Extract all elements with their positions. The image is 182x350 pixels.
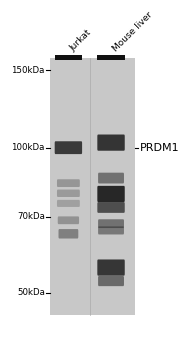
FancyBboxPatch shape: [98, 173, 124, 183]
FancyBboxPatch shape: [97, 259, 125, 276]
Text: Mouse liver: Mouse liver: [111, 10, 154, 53]
FancyBboxPatch shape: [58, 229, 78, 238]
Bar: [50, 58, 135, 315]
Text: 150kDa: 150kDa: [11, 65, 45, 75]
Text: 50kDa: 50kDa: [17, 288, 45, 298]
FancyBboxPatch shape: [97, 202, 125, 213]
FancyBboxPatch shape: [57, 190, 80, 197]
Text: Jurkat: Jurkat: [68, 28, 93, 53]
Text: 100kDa: 100kDa: [11, 143, 45, 152]
Text: PRDM1: PRDM1: [140, 143, 180, 153]
FancyBboxPatch shape: [98, 219, 124, 228]
Text: 70kDa: 70kDa: [17, 212, 45, 222]
Bar: [97, 56, 125, 60]
FancyBboxPatch shape: [97, 186, 125, 202]
FancyBboxPatch shape: [97, 134, 125, 151]
FancyBboxPatch shape: [98, 276, 124, 286]
FancyBboxPatch shape: [58, 216, 79, 224]
FancyBboxPatch shape: [55, 141, 82, 154]
FancyBboxPatch shape: [57, 179, 80, 187]
FancyBboxPatch shape: [98, 226, 124, 235]
FancyBboxPatch shape: [57, 200, 80, 207]
Bar: [55, 56, 82, 60]
